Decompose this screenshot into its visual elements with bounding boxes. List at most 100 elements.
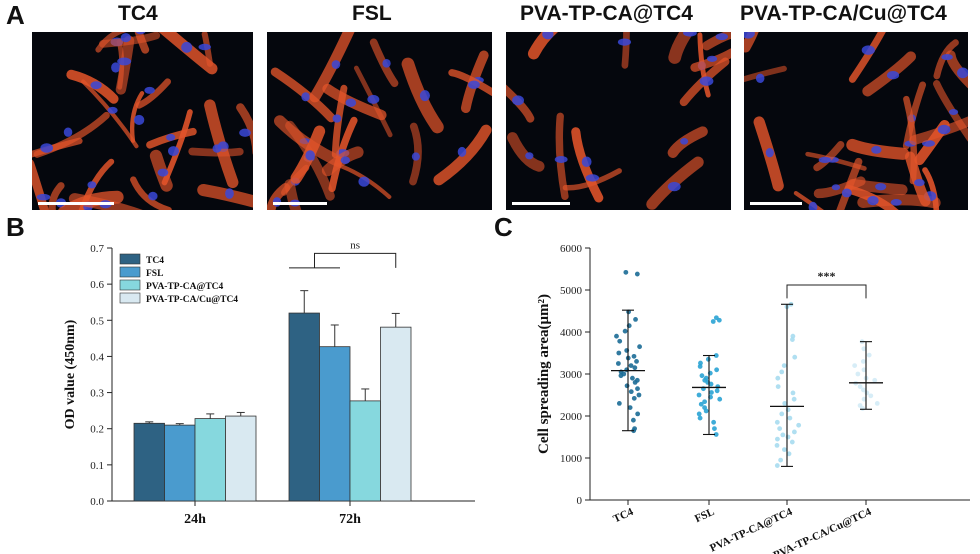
x-tick-label: TC4 (611, 506, 635, 526)
y-tick-label: 2000 (560, 411, 583, 423)
cell-cytoskeleton (753, 116, 784, 192)
legend-label: PVA-TP-CA@TC4 (146, 282, 224, 292)
data-point (623, 269, 629, 275)
data-point (616, 350, 622, 356)
cell-nucleus (198, 43, 211, 51)
cell-cytoskeleton (99, 32, 161, 48)
cell-nucleus (512, 95, 524, 106)
legend-swatch (119, 292, 141, 304)
cell-nucleus (411, 152, 420, 161)
cell-nucleus (168, 146, 179, 157)
data-point (699, 373, 705, 379)
y-tick-label: 0.7 (90, 243, 104, 255)
data-point (861, 387, 866, 393)
cell-cytoskeleton (448, 69, 492, 96)
cell-nucleus (957, 67, 968, 79)
cell-nucleus (715, 33, 729, 41)
cell-nucleus (841, 188, 852, 198)
data-point (792, 354, 798, 360)
data-point (774, 443, 780, 448)
bar-chart: 0.0 0.1 0.2 0.3 0.4 0.5 0.6 0.7 OD value (450nm)… (63, 239, 475, 527)
data-point (614, 333, 619, 339)
cell-nucleus (144, 86, 155, 94)
data-point (782, 401, 788, 406)
data-point (868, 393, 874, 399)
data-point (635, 386, 640, 392)
data-point (634, 359, 639, 364)
cell-nucleus (914, 178, 925, 187)
data-point (789, 439, 795, 445)
y-tick-label: 0.1 (90, 460, 104, 472)
data-point (712, 426, 717, 431)
micrograph-pva-cells (506, 32, 731, 210)
y-tick-label: 0.5 (90, 315, 104, 327)
cell-cytoskeleton (48, 182, 65, 210)
data-point (774, 463, 780, 468)
cell-nucleus (117, 57, 132, 66)
data-point (777, 426, 783, 431)
data-point (779, 411, 785, 417)
data-point (618, 373, 624, 379)
data-point (785, 434, 791, 440)
cell-cytoskeleton (848, 32, 886, 83)
cell-nucleus (212, 144, 222, 153)
y-tick-label: 3000 (560, 369, 583, 381)
cell-nucleus (886, 70, 900, 80)
data-point (637, 344, 642, 350)
data-point (860, 359, 866, 364)
scale-bar (512, 202, 570, 205)
cell-cytoskeleton (506, 84, 535, 123)
data-point (711, 419, 717, 425)
micrograph-pva (506, 32, 731, 210)
data-point (628, 363, 634, 368)
micrograph-fsl-cells (267, 32, 492, 210)
y-tick-label: 0.4 (90, 351, 104, 363)
bar (319, 346, 351, 502)
cell-nucleus (345, 98, 357, 108)
cell-nucleus (818, 156, 832, 164)
data-point (872, 377, 878, 383)
cell-nucleus (305, 150, 315, 161)
legend-label: PVA-TP-CA/Cu@TC4 (146, 295, 238, 305)
legend-swatch (119, 279, 141, 291)
scatter-chart: 0 1000 2000 3000 4000 5000 6000 Cell spreading … (536, 243, 970, 554)
x-tick-label: 24h (184, 512, 206, 527)
cell-cytoskeleton (507, 132, 545, 172)
data-point (779, 369, 785, 375)
cell-nucleus (706, 55, 718, 62)
cell-nucleus (133, 114, 145, 125)
y-tick-label: 5000 (560, 285, 583, 297)
cell-nucleus (239, 128, 251, 137)
panel-a-label: A (6, 0, 25, 30)
data-point (622, 328, 628, 334)
data-point (636, 392, 642, 398)
cell-nucleus (585, 174, 600, 182)
cell-cytoskeleton (433, 124, 492, 186)
data-point (698, 401, 704, 407)
cell-nucleus (358, 176, 370, 187)
data-point (781, 447, 787, 452)
data-point (857, 384, 863, 389)
cell-cytoskeleton (236, 103, 253, 155)
data-point (709, 390, 714, 395)
data-point (705, 356, 711, 362)
cell-nucleus (148, 191, 158, 201)
cell-nucleus (948, 108, 959, 115)
data-point (703, 408, 709, 414)
data-point (791, 396, 797, 402)
micrograph-pvacu (744, 32, 968, 210)
significance-label: *** (818, 269, 836, 283)
data-point (702, 399, 708, 405)
cell-nucleus (181, 41, 193, 53)
cell-nucleus (340, 156, 351, 164)
cell-nucleus (867, 195, 879, 206)
cell-nucleus (157, 168, 169, 177)
data-point (790, 390, 796, 396)
data-point (781, 363, 787, 368)
data-point (617, 338, 623, 344)
cell-cytoskeleton (562, 168, 622, 191)
cell-nucleus (890, 199, 902, 206)
cell-nucleus (331, 60, 341, 69)
cell-nucleus (301, 92, 310, 102)
significance-label: ns (350, 239, 360, 251)
